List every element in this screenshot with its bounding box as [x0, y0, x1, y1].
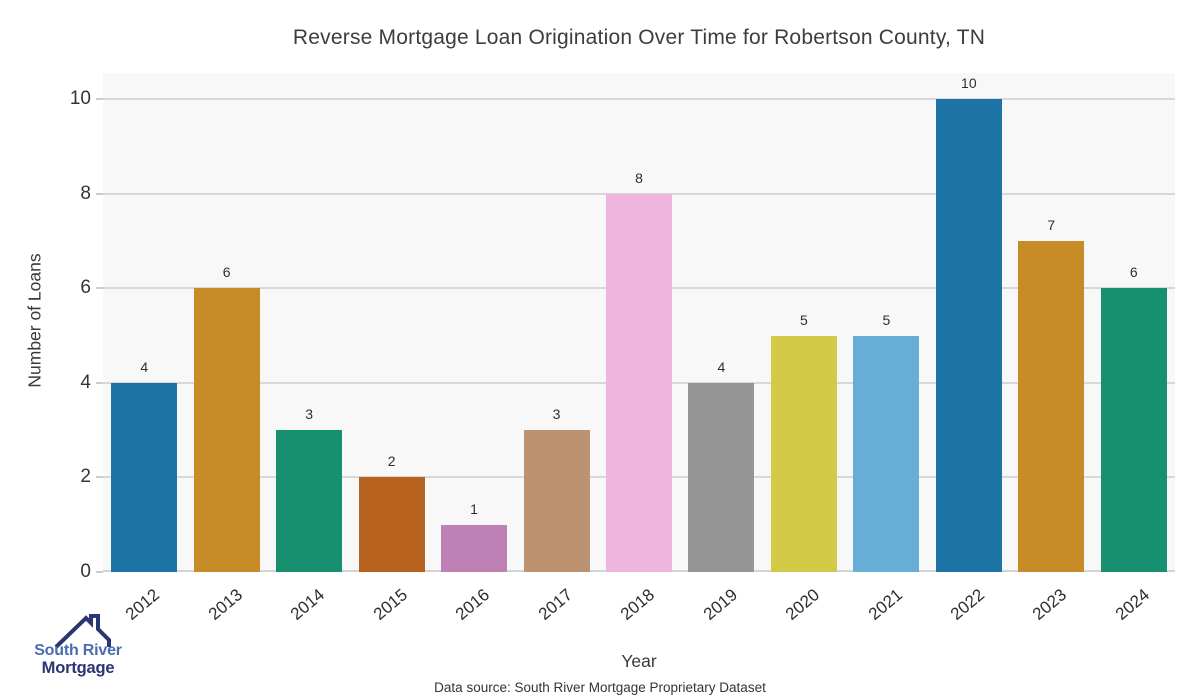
- x-axis-title: Year: [621, 651, 657, 671]
- y-tick-label-0: 0: [80, 561, 91, 582]
- y-tick-label-2: 2: [80, 466, 91, 488]
- y-tick-mark: [96, 571, 103, 573]
- gridline-y-8: [103, 192, 1175, 195]
- logo-text-line2: Mortgage: [41, 659, 115, 677]
- x-tick-label-2017: 2017: [534, 585, 576, 624]
- x-tick-label-2024: 2024: [1111, 585, 1153, 624]
- bar-2021: [853, 335, 920, 572]
- bar-value-label-2021: 5: [882, 311, 891, 328]
- gridline-y-10: [103, 98, 1175, 100]
- bar-2020: [770, 335, 837, 572]
- bar-value-label-2022: 10: [961, 75, 977, 91]
- bar-2013: [193, 288, 260, 572]
- bar-2018: [606, 193, 672, 572]
- bar-value-label-2012: 4: [140, 358, 149, 375]
- logo-text-line1: South River: [34, 642, 122, 659]
- bar-value-label-2023: 7: [1047, 216, 1056, 233]
- plot-area: 4 6 3 2 1 3 8 4 5 5 10 7 6: [103, 73, 1175, 572]
- y-tick-label-8: 8: [80, 182, 91, 204]
- y-axis-title: Number of Loans: [24, 253, 45, 388]
- x-tick-label-2023: 2023: [1029, 585, 1071, 624]
- bar-value-label-2015: 2: [387, 453, 396, 470]
- bar-2015: [358, 477, 425, 572]
- x-tick-label-2016: 2016: [452, 585, 494, 624]
- bar-2014: [276, 430, 343, 572]
- south-river-mortgage-logo: South River Mortgage: [12, 612, 142, 694]
- y-tick-mark: [96, 287, 103, 290]
- bar-2016: [441, 524, 508, 572]
- bar-value-label-2018: 8: [635, 169, 643, 186]
- y-tick-label-10: 10: [69, 88, 91, 109]
- bar-value-label-2014: 3: [305, 406, 314, 423]
- bar-2022: [935, 99, 1002, 572]
- y-tick-mark: [96, 476, 103, 479]
- house-outline-icon: [54, 614, 111, 649]
- x-tick-label-2019: 2019: [699, 585, 741, 624]
- x-tick-label-2014: 2014: [287, 585, 329, 624]
- bar-2023: [1018, 240, 1085, 572]
- bar-2017: [523, 430, 590, 572]
- y-tick-label-4: 4: [80, 371, 91, 393]
- y-tick-label-6: 6: [80, 277, 91, 299]
- y-tick-mark: [96, 192, 103, 195]
- x-tick-label-2013: 2013: [204, 585, 246, 624]
- data-source-note: Data source: South River Mortgage Propri…: [434, 680, 766, 695]
- bar-2012: [111, 382, 178, 572]
- x-tick-label-2015: 2015: [369, 585, 411, 624]
- y-tick-mark: [96, 98, 103, 100]
- x-tick-label-2022: 2022: [946, 585, 989, 624]
- bar-value-label-2019: 4: [717, 358, 726, 375]
- x-tick-label-2018: 2018: [617, 585, 659, 624]
- y-tick-mark: [96, 381, 103, 384]
- bar-2024: [1100, 288, 1167, 572]
- bar-value-label-2020: 5: [800, 311, 808, 328]
- bar-value-label-2024: 6: [1129, 264, 1138, 281]
- bar-2019: [688, 382, 755, 572]
- x-tick-label-2021: 2021: [864, 585, 906, 624]
- bar-value-label-2013: 6: [222, 264, 231, 281]
- bar-value-label-2017: 3: [552, 406, 561, 423]
- chart-title: Reverse Mortgage Loan Origination Over T…: [292, 26, 986, 49]
- bar-value-label-2016: 1: [470, 500, 478, 517]
- x-tick-label-2020: 2020: [781, 585, 824, 624]
